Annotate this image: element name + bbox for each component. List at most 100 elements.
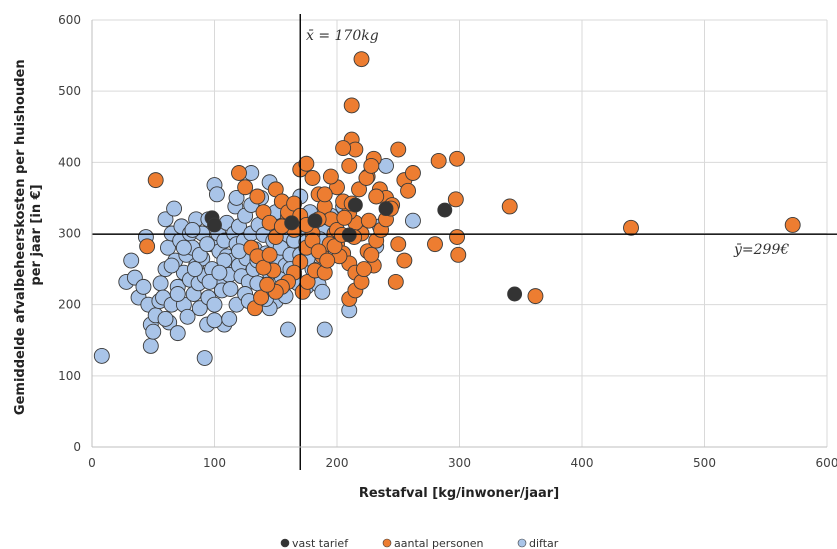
data-point	[196, 350, 213, 366]
data-point	[284, 215, 300, 231]
data-point	[201, 273, 218, 290]
data-point	[316, 186, 333, 203]
data-point	[390, 236, 407, 253]
legend-marker	[280, 538, 290, 548]
legend-label: diftar	[529, 537, 559, 549]
data-point	[221, 310, 238, 327]
data-point	[437, 202, 453, 218]
data-point	[396, 252, 413, 269]
data-point	[351, 181, 367, 198]
x-axis-title: Restafval [kg/inwoner/jaar]	[359, 486, 559, 501]
data-point	[139, 238, 156, 255]
data-point	[147, 172, 164, 189]
y-tick-label: 400	[58, 155, 81, 169]
data-point	[255, 259, 272, 276]
data-point	[179, 308, 196, 325]
data-point	[169, 286, 186, 302]
y-tick-label: 200	[58, 298, 81, 312]
data-point	[405, 165, 421, 181]
data-point	[314, 283, 331, 300]
data-point	[336, 209, 353, 226]
x-tick-label: 100	[203, 456, 226, 470]
data-point	[157, 211, 174, 228]
data-point	[206, 312, 223, 329]
data-point	[360, 212, 377, 229]
x-tick-label: 0	[88, 456, 96, 470]
data-point	[390, 141, 407, 158]
y-tick-label: 100	[58, 369, 81, 383]
data-point	[450, 246, 467, 263]
data-point	[163, 257, 180, 274]
data-point	[400, 182, 416, 199]
data-point	[427, 236, 443, 253]
x-mean-label: x̄ = 170kg	[306, 28, 379, 44]
data-point	[142, 337, 159, 354]
y-tick-label: 600	[58, 13, 81, 27]
data-point	[253, 289, 269, 306]
data-point	[307, 213, 323, 229]
x-tick-label: 600	[816, 456, 837, 470]
data-point	[322, 168, 339, 185]
data-point	[447, 191, 464, 208]
axes: 0 100 200 300 400 500 600 0 100 200 300 400 500 600	[58, 13, 837, 470]
legend-marker	[517, 538, 527, 548]
data-point	[208, 186, 225, 203]
data-point	[304, 170, 321, 186]
data-point	[430, 152, 447, 169]
data-point	[347, 197, 363, 213]
data-point	[249, 188, 266, 205]
data-point	[341, 157, 358, 174]
data-point	[378, 201, 394, 217]
data-point	[353, 51, 370, 68]
data-point	[152, 275, 169, 292]
legend-marker	[382, 538, 392, 548]
data-point	[784, 217, 801, 233]
data-point	[335, 140, 352, 157]
data-point	[319, 252, 336, 269]
data-point	[228, 189, 245, 206]
data-point	[449, 150, 465, 167]
data-point	[501, 198, 518, 215]
data-point	[259, 276, 276, 293]
data-point	[280, 321, 296, 338]
data-point	[261, 246, 278, 263]
mean-lines	[92, 14, 837, 470]
data-point	[166, 200, 183, 217]
data-point	[368, 188, 385, 205]
x-tick-label: 200	[326, 456, 349, 470]
data-point	[326, 238, 343, 255]
y-axis-title: Gemiddelde afvalbeheerskosten per huisho…	[13, 55, 44, 415]
data-point	[186, 261, 203, 278]
data-point	[343, 97, 360, 114]
y-axis-title-line-1: Gemiddelde afvalbeheerskosten per huisho…	[13, 59, 28, 415]
y-tick-label: 500	[58, 84, 81, 98]
data-point	[207, 217, 222, 233]
data-point	[191, 300, 208, 317]
legend: vast tarief aantal personen diftar	[280, 537, 559, 549]
data-point	[222, 281, 239, 297]
y-tick-label: 0	[73, 440, 81, 454]
data-point	[211, 264, 228, 281]
x-tick-label: 400	[571, 456, 594, 470]
data-point	[507, 286, 523, 302]
data-point	[341, 227, 357, 243]
data-point	[199, 236, 216, 253]
data-point	[356, 261, 372, 278]
data-point	[231, 165, 247, 181]
data-point	[363, 157, 380, 174]
data-points	[93, 51, 801, 366]
data-point	[363, 246, 380, 263]
data-point	[387, 273, 404, 290]
data-point	[316, 321, 333, 338]
data-point	[206, 296, 223, 313]
legend-label: vast tarief	[292, 537, 349, 549]
data-point	[298, 155, 315, 172]
data-point	[449, 229, 465, 246]
data-point	[169, 325, 186, 342]
x-tick-label: 500	[693, 456, 716, 470]
data-point	[145, 323, 162, 340]
data-point	[135, 278, 152, 295]
y-tick-label: 300	[58, 227, 81, 241]
data-point	[237, 179, 254, 196]
